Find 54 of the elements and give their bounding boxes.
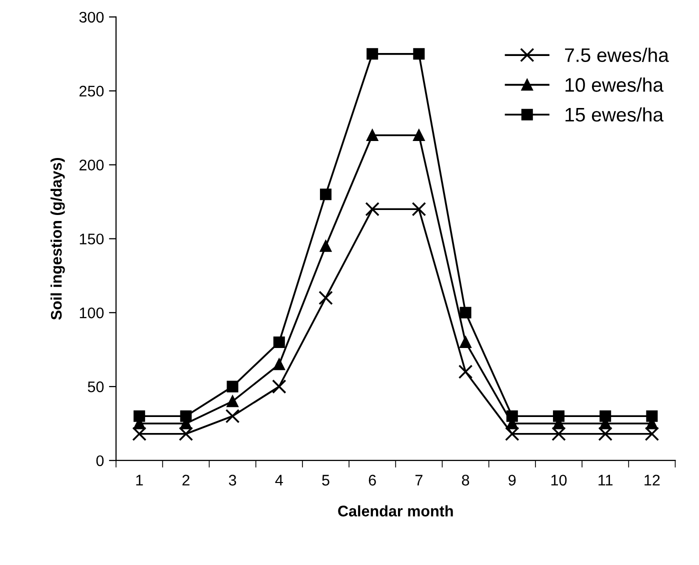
x-tick-label: 2 [182, 474, 190, 486]
point [132, 426, 146, 442]
point [600, 410, 612, 422]
point [504, 426, 520, 442]
point [365, 202, 380, 216]
point [320, 188, 332, 200]
y-tick-label: 150 [80, 234, 104, 244]
y-axis-title: Soil ingestion (g/days) [50, 158, 65, 320]
x-tick-label: 6 [368, 474, 376, 486]
point [458, 364, 473, 379]
point [460, 306, 472, 318]
x-tick-label: 8 [462, 474, 470, 486]
point [366, 48, 378, 60]
point [366, 129, 378, 141]
y-tick-label: 0 [96, 455, 104, 466]
point [272, 379, 286, 394]
point [646, 410, 658, 422]
y-tick-label: 50 [88, 381, 104, 392]
point [644, 426, 660, 442]
x-tick-label: 7 [415, 474, 422, 486]
point [598, 426, 612, 442]
point [320, 240, 332, 252]
point [552, 410, 564, 422]
point [134, 410, 146, 422]
point [178, 426, 194, 442]
point [413, 48, 425, 60]
legend-label: 10 ewes/ha [566, 78, 664, 92]
y-tick-label: 300 [79, 12, 104, 23]
legend-label: 15 ewes/ha [566, 107, 664, 122]
point [413, 129, 425, 141]
point [180, 410, 192, 422]
x-tick-label: 1 [136, 474, 143, 486]
point [226, 396, 238, 408]
point [552, 426, 566, 442]
x-tick-label: 11 [598, 474, 613, 486]
legend-label: 7.5 ewes/ha [565, 48, 669, 62]
x-tick-label: 10 [551, 474, 567, 486]
point [412, 202, 426, 216]
y-tick-label: 200 [80, 160, 104, 170]
point [318, 290, 333, 306]
point [273, 336, 285, 348]
point [506, 410, 518, 422]
x-tick-label: 12 [644, 474, 660, 486]
x-axis-title: Calendar month [338, 505, 453, 516]
y-tick-label: 250 [80, 86, 104, 97]
x-tick-label: 5 [322, 474, 330, 486]
point [460, 336, 472, 348]
point [273, 358, 285, 370]
x-tick-label: 4 [275, 474, 283, 486]
x-tick-label: 3 [228, 474, 236, 486]
y-tick-label: 100 [80, 308, 104, 318]
point [225, 408, 240, 424]
x-tick-label: 9 [508, 474, 516, 486]
point [226, 380, 238, 392]
